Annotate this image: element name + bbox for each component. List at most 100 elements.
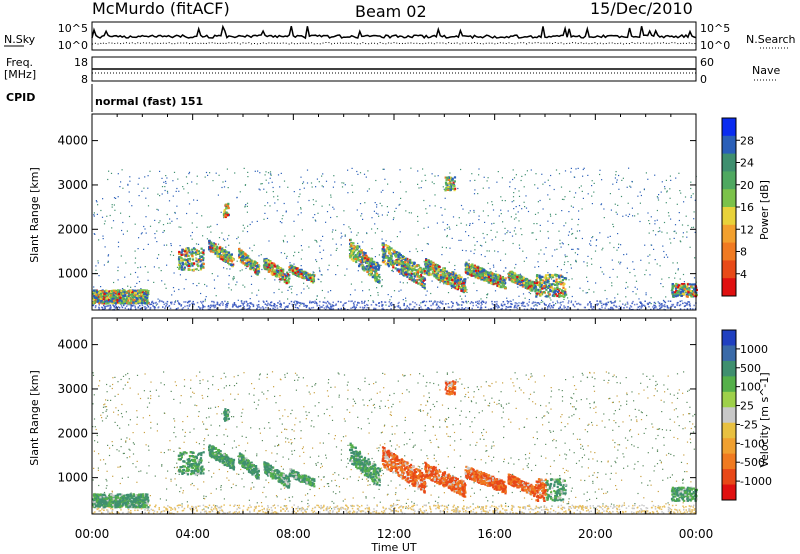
rti-cell (510, 232, 511, 233)
rti-cell (113, 220, 114, 221)
rti-cell (114, 210, 115, 211)
rti-cell (374, 268, 376, 270)
rti-cell (164, 304, 166, 306)
rti-cell (559, 173, 560, 174)
rti-cell (356, 245, 358, 247)
rti-cell (169, 305, 171, 307)
rti-cell (158, 307, 160, 309)
rti-cell (503, 279, 505, 281)
rti-cell (284, 308, 286, 310)
rti-cell (264, 260, 266, 262)
rti-cell (327, 269, 328, 270)
rti-cell (131, 305, 133, 307)
rti-cell (191, 263, 193, 265)
rti-cell (180, 227, 181, 228)
rti-cell (667, 232, 668, 233)
rti-cell (392, 270, 393, 271)
rti-cell (244, 168, 245, 169)
rti-cell (649, 254, 650, 255)
rti-cell (308, 246, 309, 247)
rti-cell (280, 221, 281, 222)
rti-cell (416, 304, 418, 306)
rti-cell (295, 307, 297, 309)
rti-cell (146, 289, 148, 291)
rti-cell (529, 299, 530, 300)
rti-cell (137, 277, 138, 278)
rti-cell (95, 297, 97, 299)
rti-cell (680, 278, 681, 279)
rti-cell (353, 306, 355, 308)
rti-cell (476, 290, 477, 291)
rti-cell (145, 216, 146, 217)
rti-cell (387, 263, 389, 265)
rti-cell (356, 304, 358, 306)
rti-cell (638, 298, 639, 299)
rti-cell (392, 304, 394, 306)
rti-cell (368, 264, 370, 266)
rti-cell (469, 225, 470, 226)
rti-cell (640, 203, 641, 204)
rti-cell (604, 217, 605, 218)
rti-cell (130, 307, 132, 309)
rti-cell (434, 265, 436, 267)
rti-cell (632, 301, 634, 303)
rti-cell (663, 305, 665, 307)
rti-cell (466, 266, 468, 268)
rti-cell (263, 219, 264, 220)
rti-cell (315, 259, 316, 260)
rti-cell (460, 290, 462, 292)
rti-cell (138, 248, 139, 249)
rti-cell (227, 238, 228, 239)
rti-cell (364, 302, 366, 304)
rti-cell (103, 238, 104, 239)
rti-cell (162, 186, 163, 187)
rti-cell (204, 306, 206, 308)
rti-cell (360, 260, 362, 262)
rti-cell (659, 303, 661, 305)
rti-cell (378, 269, 380, 271)
rti-cell (528, 211, 529, 212)
rti-cell (397, 236, 398, 237)
rti-cell (377, 228, 378, 229)
rti-cell (244, 253, 246, 255)
rti-cell (682, 236, 683, 237)
rti-cell (250, 263, 252, 265)
rti-cell (472, 302, 474, 304)
rti-cell (563, 225, 564, 226)
rti-cell (97, 214, 98, 215)
rti-cell (129, 181, 130, 182)
nsearch-tick-low: 10^0 (700, 39, 730, 52)
rti-cell (258, 304, 260, 306)
rti-cell (677, 204, 678, 205)
rti-cell (309, 301, 311, 303)
rti-cell (159, 195, 160, 196)
rti-cell (567, 306, 569, 308)
rti-cell (242, 269, 243, 270)
rti-cell (644, 301, 646, 303)
rti-cell (230, 259, 232, 261)
rti-cell (359, 302, 361, 304)
rti-cell (574, 197, 575, 198)
rti-cell (336, 303, 338, 305)
rti-cell (118, 242, 119, 243)
rti-cell (234, 278, 235, 279)
rti-cell (241, 302, 243, 304)
rti-cell (98, 262, 99, 263)
rti-cell (267, 202, 268, 203)
rti-cell (152, 305, 154, 307)
rti-cell (548, 180, 549, 181)
rti-cell (268, 182, 269, 183)
rti-cell (119, 307, 121, 309)
rti-cell (506, 232, 507, 233)
rti-cell (465, 296, 466, 297)
rti-cell (139, 281, 140, 282)
rti-cell (286, 274, 288, 276)
rti-cell (281, 222, 282, 223)
rti-cell (111, 298, 113, 300)
rti-cell (165, 306, 167, 308)
rti-cell (589, 289, 590, 290)
rti-cell (255, 261, 257, 263)
rti-cell (505, 254, 506, 255)
rti-cell (629, 214, 630, 215)
rti-cell (261, 269, 262, 270)
